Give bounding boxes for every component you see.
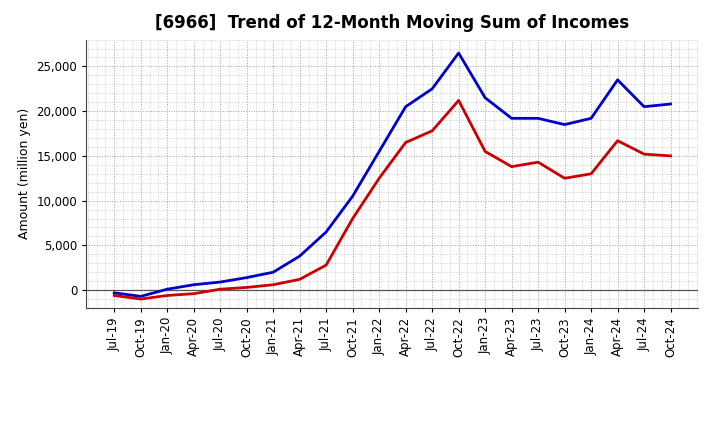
- Net Income: [216, 286, 225, 292]
- Ordinary Income: [666, 101, 675, 106]
- Net Income: [560, 176, 569, 181]
- Net Income: [163, 293, 171, 298]
- Ordinary Income: [136, 294, 145, 299]
- Net Income: [666, 153, 675, 158]
- Line: Net Income: Net Income: [114, 100, 670, 299]
- Ordinary Income: [375, 149, 384, 154]
- Net Income: [454, 98, 463, 103]
- Ordinary Income: [428, 86, 436, 92]
- Ordinary Income: [269, 270, 277, 275]
- Ordinary Income: [163, 286, 171, 292]
- Ordinary Income: [508, 116, 516, 121]
- Ordinary Income: [189, 282, 198, 287]
- Title: [6966]  Trend of 12-Month Moving Sum of Incomes: [6966] Trend of 12-Month Moving Sum of I…: [156, 15, 629, 33]
- Net Income: [348, 216, 357, 221]
- Ordinary Income: [295, 253, 304, 259]
- Net Income: [534, 160, 542, 165]
- Y-axis label: Amount (million yen): Amount (million yen): [18, 108, 31, 239]
- Ordinary Income: [322, 229, 330, 235]
- Net Income: [587, 171, 595, 176]
- Ordinary Income: [243, 275, 251, 280]
- Net Income: [243, 285, 251, 290]
- Ordinary Income: [110, 290, 119, 295]
- Net Income: [481, 149, 490, 154]
- Net Income: [322, 262, 330, 268]
- Net Income: [189, 291, 198, 296]
- Ordinary Income: [216, 279, 225, 285]
- Ordinary Income: [560, 122, 569, 127]
- Ordinary Income: [401, 104, 410, 109]
- Net Income: [428, 128, 436, 133]
- Net Income: [375, 176, 384, 181]
- Ordinary Income: [348, 194, 357, 199]
- Net Income: [295, 277, 304, 282]
- Net Income: [640, 151, 649, 157]
- Ordinary Income: [481, 95, 490, 100]
- Ordinary Income: [454, 50, 463, 55]
- Net Income: [613, 138, 622, 143]
- Net Income: [401, 140, 410, 145]
- Net Income: [136, 297, 145, 302]
- Net Income: [269, 282, 277, 287]
- Ordinary Income: [640, 104, 649, 109]
- Net Income: [110, 293, 119, 298]
- Ordinary Income: [534, 116, 542, 121]
- Ordinary Income: [613, 77, 622, 82]
- Net Income: [508, 164, 516, 169]
- Line: Ordinary Income: Ordinary Income: [114, 53, 670, 297]
- Ordinary Income: [587, 116, 595, 121]
